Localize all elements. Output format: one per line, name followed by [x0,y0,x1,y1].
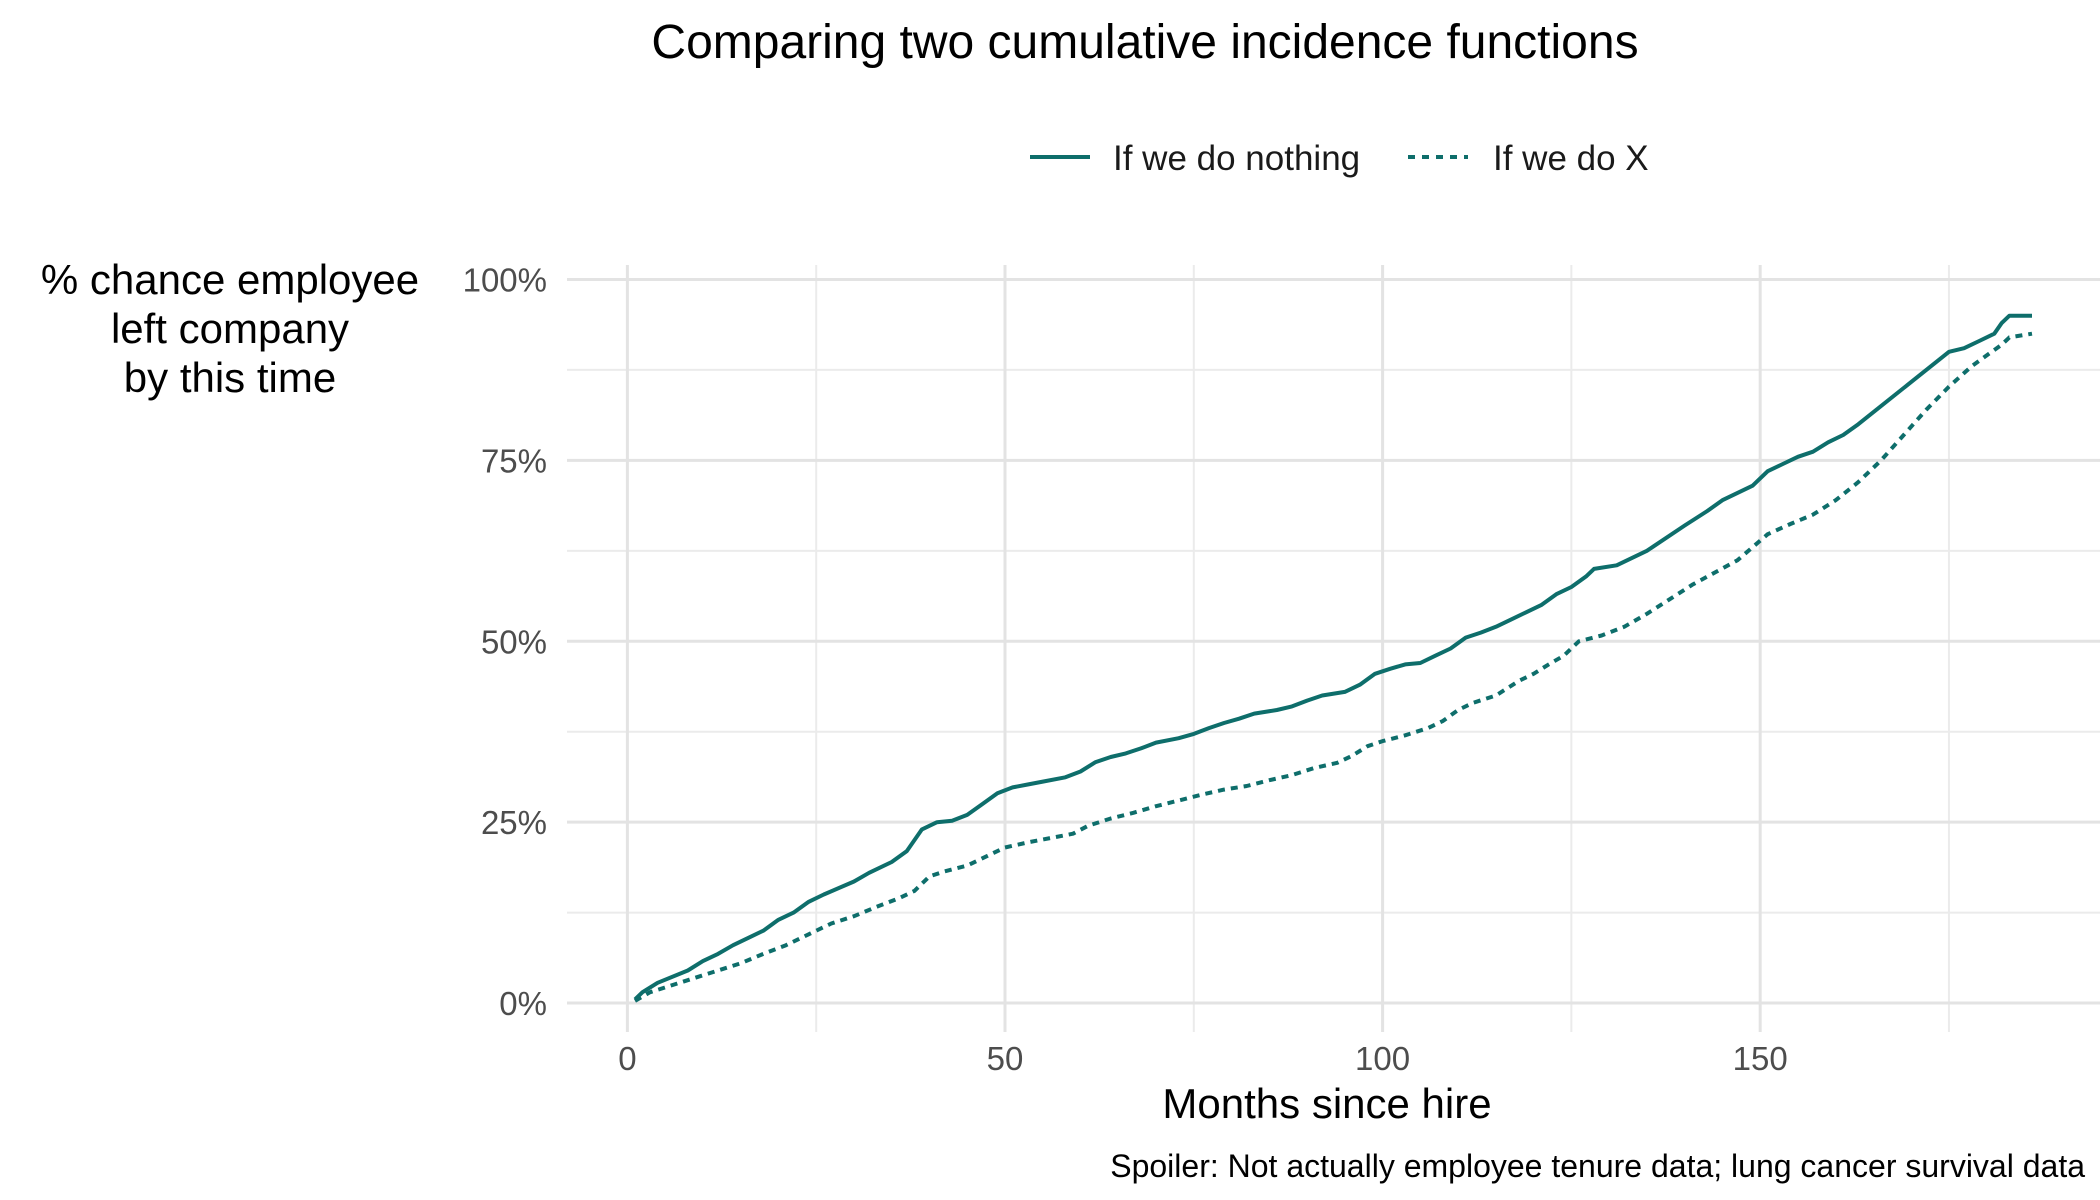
legend-label-do-x: If we do X [1493,139,1649,178]
y-axis-title: % chance employee left company by this t… [41,256,419,401]
legend: If we do nothing If we do X [1030,139,1649,178]
x-tick-label: 150 [1733,1040,1788,1077]
chart-title: Comparing two cumulative incidence funct… [651,16,1638,69]
y-axis-title-line-2: left company [111,305,349,352]
gridlines [567,265,2100,1032]
y-tick-label: 75% [481,442,547,479]
series-lines [633,313,2033,1003]
legend-label-do-nothing: If we do nothing [1113,139,1360,178]
x-tick-label: 100 [1355,1040,1410,1077]
y-tick-label: 50% [481,623,547,660]
chart-caption: Spoiler: Not actually employee tenure da… [1110,1148,2085,1184]
y-tick-label: 0% [499,985,547,1022]
x-axis-title: Months since hire [1162,1080,1491,1127]
y-tick-label: 100% [463,261,547,298]
series-line-0 [633,313,2032,1001]
y-tick-label: 25% [481,804,547,841]
tick-labels: 0 50 100 150 0% 25% 50% 75% 100% [463,261,1788,1077]
y-axis-title-line-1: % chance employee [41,256,419,303]
y-axis-title-line-3: by this time [124,354,336,401]
x-tick-label: 0 [618,1040,636,1077]
series-line-1 [634,331,2033,1003]
x-tick-label: 50 [987,1040,1024,1077]
